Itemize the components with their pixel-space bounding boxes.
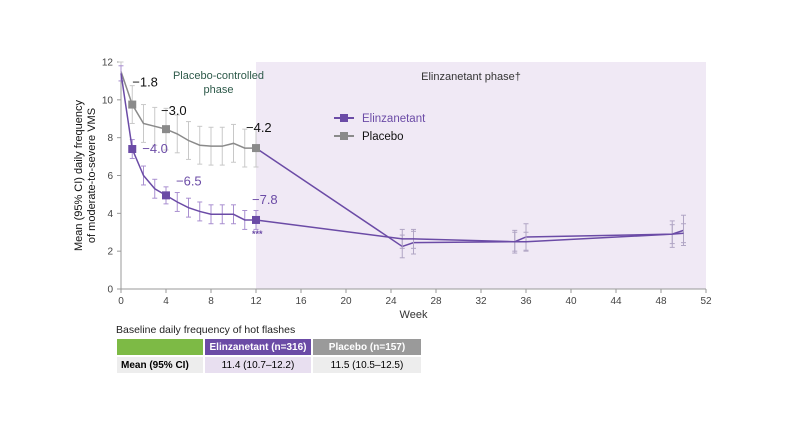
data-label: −1.8 xyxy=(132,75,158,90)
data-label: −4.0 xyxy=(142,141,168,156)
legend-label-placebo: Placebo xyxy=(362,131,404,143)
x-tick-label: 40 xyxy=(565,296,577,307)
y-tick-label: 8 xyxy=(107,133,113,144)
x-tick-label: 8 xyxy=(208,296,214,307)
data-label: −4.2 xyxy=(246,120,272,135)
elinzanetant-marker xyxy=(252,215,260,224)
elinzanetant-line-extension xyxy=(255,219,684,243)
x-tick-label: 32 xyxy=(475,296,487,307)
placebo-marker xyxy=(252,144,260,153)
legend-marker-placebo xyxy=(340,132,348,140)
y-tick-label: 0 xyxy=(107,285,113,296)
x-axis-label: Week xyxy=(400,309,428,321)
x-tick-label: 20 xyxy=(340,296,352,307)
x-tick-label: 52 xyxy=(700,296,712,307)
x-tick-label: 48 xyxy=(655,296,667,307)
elinzanetant-marker xyxy=(128,145,137,154)
x-tick-label: 4 xyxy=(163,296,169,307)
x-tick-label: 36 xyxy=(520,296,532,307)
y-tick-label: 10 xyxy=(102,95,114,106)
data-label: −6.5 xyxy=(176,173,202,188)
phase-label-placebo-controlled: Placebo-controlled phase xyxy=(173,70,264,96)
y-tick-label: 6 xyxy=(107,171,113,182)
placebo-line xyxy=(120,71,256,149)
y-tick-label: 4 xyxy=(107,209,113,220)
x-tick-label: 12 xyxy=(250,296,262,307)
x-tick-label: 44 xyxy=(610,296,622,307)
table-header-row: Elinzanetant (n=316) Placebo (n=157) xyxy=(116,338,422,356)
y-tick-label: 2 xyxy=(107,247,113,258)
legend-label-elinzanetant: Elinzanetant xyxy=(362,113,426,125)
x-tick-label: 16 xyxy=(295,296,307,307)
table-row: Mean (95% CI) 11.4 (10.7–12.2) 11.5 (10.… xyxy=(116,356,422,374)
table-header-elinzanetant: Elinzanetant (n=316) xyxy=(204,338,312,356)
elinzanetant-line xyxy=(120,73,256,221)
phase-shade xyxy=(256,62,706,289)
placebo-marker xyxy=(162,125,170,134)
y-axis-label: Mean (95% CI) daily frequencyof moderate… xyxy=(73,99,98,251)
data-label: −3.0 xyxy=(161,103,187,118)
placebo-marker xyxy=(128,100,137,109)
table-caption: Baseline daily frequency of hot flashes xyxy=(116,324,296,336)
baseline-table: Baseline daily frequency of hot flashes … xyxy=(116,324,422,374)
y-tick-label: 12 xyxy=(102,58,114,69)
x-tick-label: 28 xyxy=(430,296,442,307)
data-label: *** xyxy=(252,229,263,239)
table-value-elinzanetant: 11.4 (10.7–12.2) xyxy=(204,356,312,374)
table-value-placebo: 11.5 (10.5–12.5) xyxy=(312,356,422,374)
table-row-label: Mean (95% CI) xyxy=(116,356,204,374)
data-label: −7.8 xyxy=(252,192,278,207)
legend-marker-elinzanetant xyxy=(340,114,348,122)
phase-label-elinzanetant: Elinzanetant phase† xyxy=(421,71,521,83)
elinzanetant-marker xyxy=(162,191,170,200)
table-header-placebo: Placebo (n=157) xyxy=(312,338,422,356)
x-tick-label: 24 xyxy=(385,296,397,307)
table-header-blank xyxy=(116,338,204,356)
x-tick-label: 0 xyxy=(118,296,124,307)
